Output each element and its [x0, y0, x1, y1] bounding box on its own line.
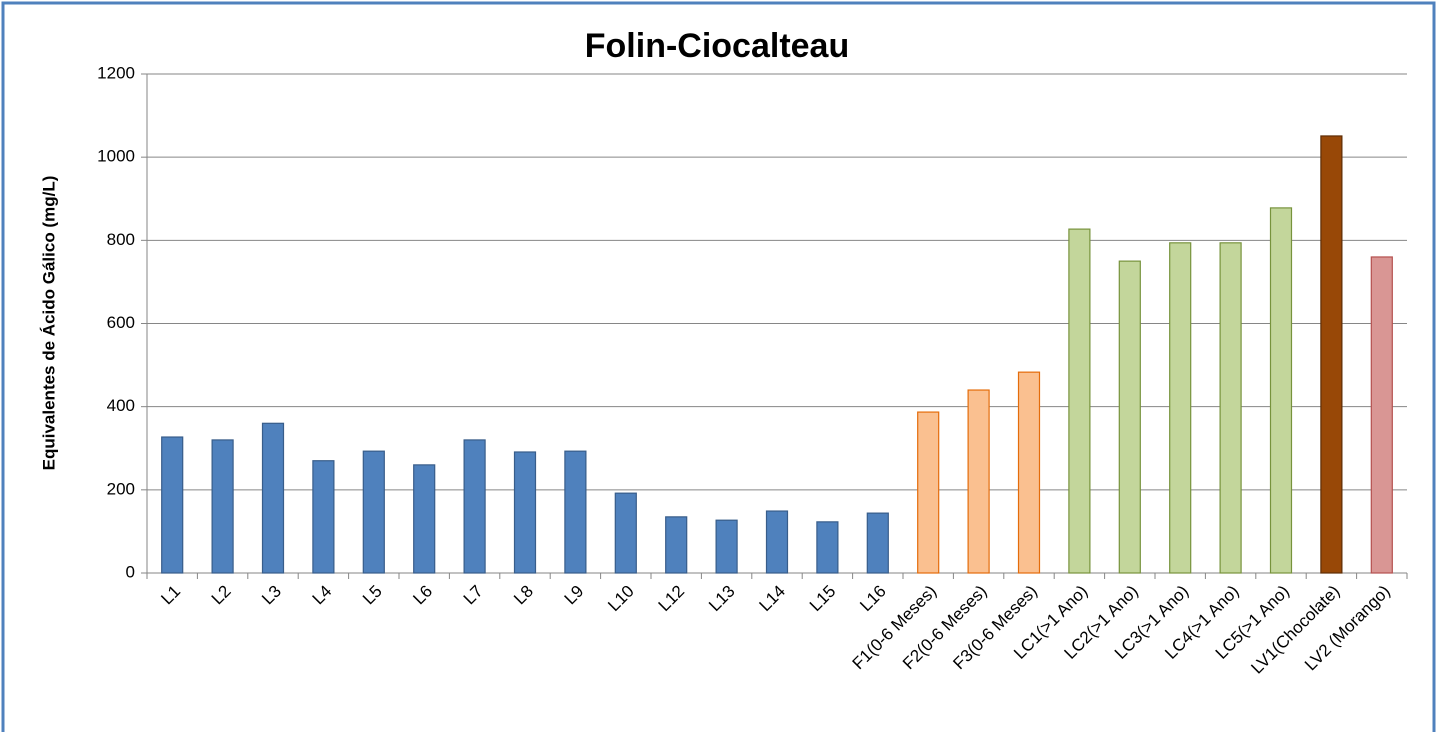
bar [211, 439, 234, 574]
bar [866, 512, 889, 574]
bar [1320, 135, 1343, 574]
bar [1370, 256, 1393, 574]
x-tick-label: L2 [208, 582, 235, 609]
bar [967, 389, 990, 574]
x-tick-label: L4 [309, 582, 336, 609]
bar [1269, 207, 1293, 574]
x-tick-label: L9 [561, 582, 588, 609]
x-tick-label: L8 [510, 582, 537, 609]
bar [614, 492, 637, 574]
bar [816, 521, 839, 574]
x-tick-label: L6 [409, 582, 436, 609]
bar [463, 439, 486, 574]
x-tick-label: L12 [655, 582, 688, 615]
bar [1219, 242, 1242, 574]
bar [1118, 260, 1141, 574]
x-tick-label: L15 [806, 582, 839, 615]
bar [665, 516, 688, 574]
y-tick-label: 0 [126, 562, 135, 581]
x-tick-label: L1 [157, 582, 184, 609]
y-tick-label: 600 [107, 313, 135, 332]
bar [765, 510, 789, 574]
bar [1169, 242, 1192, 574]
bar [413, 464, 436, 574]
y-tick-label: 400 [107, 396, 135, 415]
bar [1068, 228, 1091, 574]
x-tick-label: LV1(Chocolate) [1247, 582, 1343, 678]
y-tick-label: 800 [107, 230, 135, 249]
x-tick-label: L16 [856, 582, 889, 615]
x-tick-label: L7 [460, 582, 487, 609]
bar [715, 519, 738, 574]
bar [513, 451, 537, 574]
bar [312, 460, 335, 574]
bar [261, 422, 285, 574]
x-tick-label: L5 [359, 582, 386, 609]
bar [564, 450, 587, 574]
bar [161, 436, 184, 574]
chart-title: Folin-Ciocalteau [585, 27, 849, 65]
y-tick-label: 1200 [97, 63, 135, 82]
bar [362, 450, 385, 574]
x-tick-label: L14 [756, 582, 789, 615]
y-tick-label: 1000 [97, 147, 135, 166]
y-tick-label: 200 [107, 479, 135, 498]
bar [1017, 371, 1041, 574]
x-tick-label: L10 [604, 582, 637, 615]
x-tick-label: L3 [258, 582, 285, 609]
y-axis-label: Equivalentes de Ácido Gálico (mg/L) [39, 176, 58, 471]
bar [917, 411, 940, 574]
x-tick-label: L13 [705, 582, 738, 615]
